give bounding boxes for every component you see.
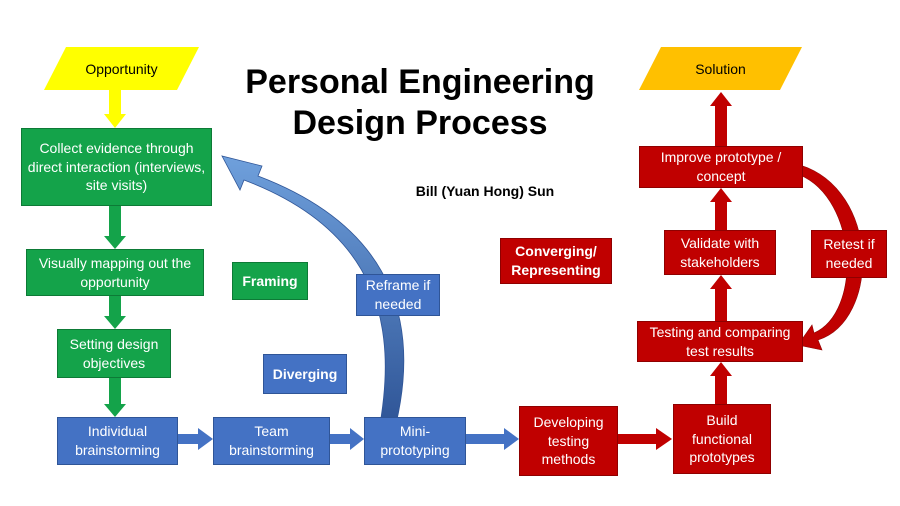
arrow-collect-to-mapping — [104, 206, 126, 249]
step-build-prototypes: Build functional prototypes — [673, 404, 771, 474]
opportunity-label: Opportunity — [85, 60, 158, 77]
parallelogram-shape — [44, 47, 199, 90]
phase-framing: Framing — [232, 262, 308, 300]
step-retest: Retest if needed — [811, 230, 887, 278]
step-testing-comparing: Testing and comparing test results — [637, 321, 803, 362]
arrow-objectives-to-individual — [104, 378, 126, 417]
arrow-mapping-to-objectives — [104, 296, 126, 329]
arrow-team-to-mini — [330, 428, 364, 450]
arrow-opportunity-to-collect — [104, 90, 126, 128]
solution-label: Solution — [695, 60, 746, 77]
arrow-developing-to-build — [618, 428, 672, 450]
step-design-objectives: Setting design objectives — [57, 329, 171, 378]
step-validate-stakeholders: Validate with stakeholders — [664, 230, 776, 275]
title-line-2: Design Process — [292, 103, 548, 142]
arrow-validate-to-improve — [710, 188, 732, 230]
parallelogram-shape — [639, 47, 802, 90]
step-reframe: Reframe if needed — [356, 274, 440, 316]
step-team-brainstorming: Team brainstorming — [213, 417, 330, 465]
opportunity-start-shape: Opportunity — [44, 47, 199, 90]
author-name: Bill (Yuan Hong) Sun — [415, 183, 555, 199]
arrow-build-to-testing — [710, 362, 732, 406]
step-mini-prototyping: Mini-prototyping — [364, 417, 466, 465]
title-line-1: Personal Engineering — [245, 63, 595, 101]
arrow-testing-to-validate — [710, 275, 732, 321]
arrow-individual-to-team — [178, 428, 213, 450]
arrow-improve-to-solution — [710, 92, 732, 146]
step-developing-testing-methods: Developing testing methods — [519, 406, 618, 476]
step-collect-evidence: Collect evidence through direct interact… — [21, 128, 212, 206]
step-improve-prototype: Improve prototype / concept — [639, 146, 803, 188]
phase-diverging: Diverging — [263, 354, 347, 394]
solution-end-shape: Solution — [639, 47, 802, 90]
phase-converging-representing: Converging/ Representing — [500, 238, 612, 284]
page-title: Personal Engineering Design Process — [180, 62, 660, 144]
arrow-mini-to-developing — [466, 428, 519, 450]
step-visual-mapping: Visually mapping out the opportunity — [26, 249, 204, 296]
step-individual-brainstorming: Individual brainstorming — [57, 417, 178, 465]
reframe-curved-arrow — [221, 155, 405, 425]
